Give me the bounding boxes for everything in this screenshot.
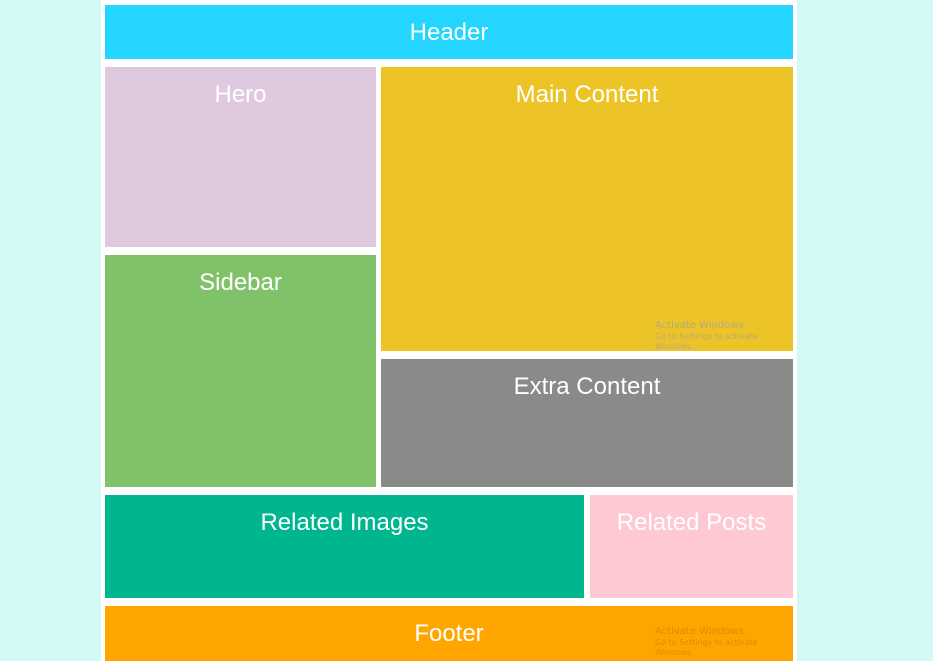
- extra-content-label: Extra Content: [513, 373, 661, 400]
- related-posts-area: Related Posts: [590, 495, 793, 598]
- footer-watermark-title: Activate Windows: [655, 626, 744, 637]
- activate-windows-watermark: Activate Windows Go to Settings to activ…: [655, 320, 793, 351]
- footer-label: Footer: [414, 620, 484, 647]
- footer-watermark-subtitle: Go to Settings to activate Windows.: [655, 638, 758, 657]
- footer-area: Footer Activate Windows Go to Settings t…: [105, 606, 793, 661]
- footer-watermark: Activate Windows Go to Settings to activ…: [655, 626, 793, 657]
- related-posts-label: Related Posts: [616, 509, 767, 536]
- hero-area: Hero: [105, 67, 376, 247]
- sidebar-label: Sidebar: [199, 269, 282, 296]
- header-label: Header: [409, 19, 489, 46]
- extra-content-area: Extra Content: [381, 359, 793, 487]
- hero-label: Hero: [214, 81, 267, 108]
- main-content-label: Main Content: [515, 81, 659, 108]
- watermark-title: Activate Windows: [655, 320, 744, 331]
- main-content-area: Main Content Activate Windows Go to Sett…: [381, 67, 793, 351]
- header-area: Header: [105, 5, 793, 59]
- grid-layout-container: Header Hero Main Content Activate Window…: [101, 0, 797, 661]
- related-images-label: Related Images: [260, 509, 429, 536]
- watermark-subtitle: Go to Settings to activate Windows.: [655, 332, 758, 351]
- related-images-area: Related Images: [105, 495, 584, 598]
- sidebar-area: Sidebar: [105, 255, 376, 487]
